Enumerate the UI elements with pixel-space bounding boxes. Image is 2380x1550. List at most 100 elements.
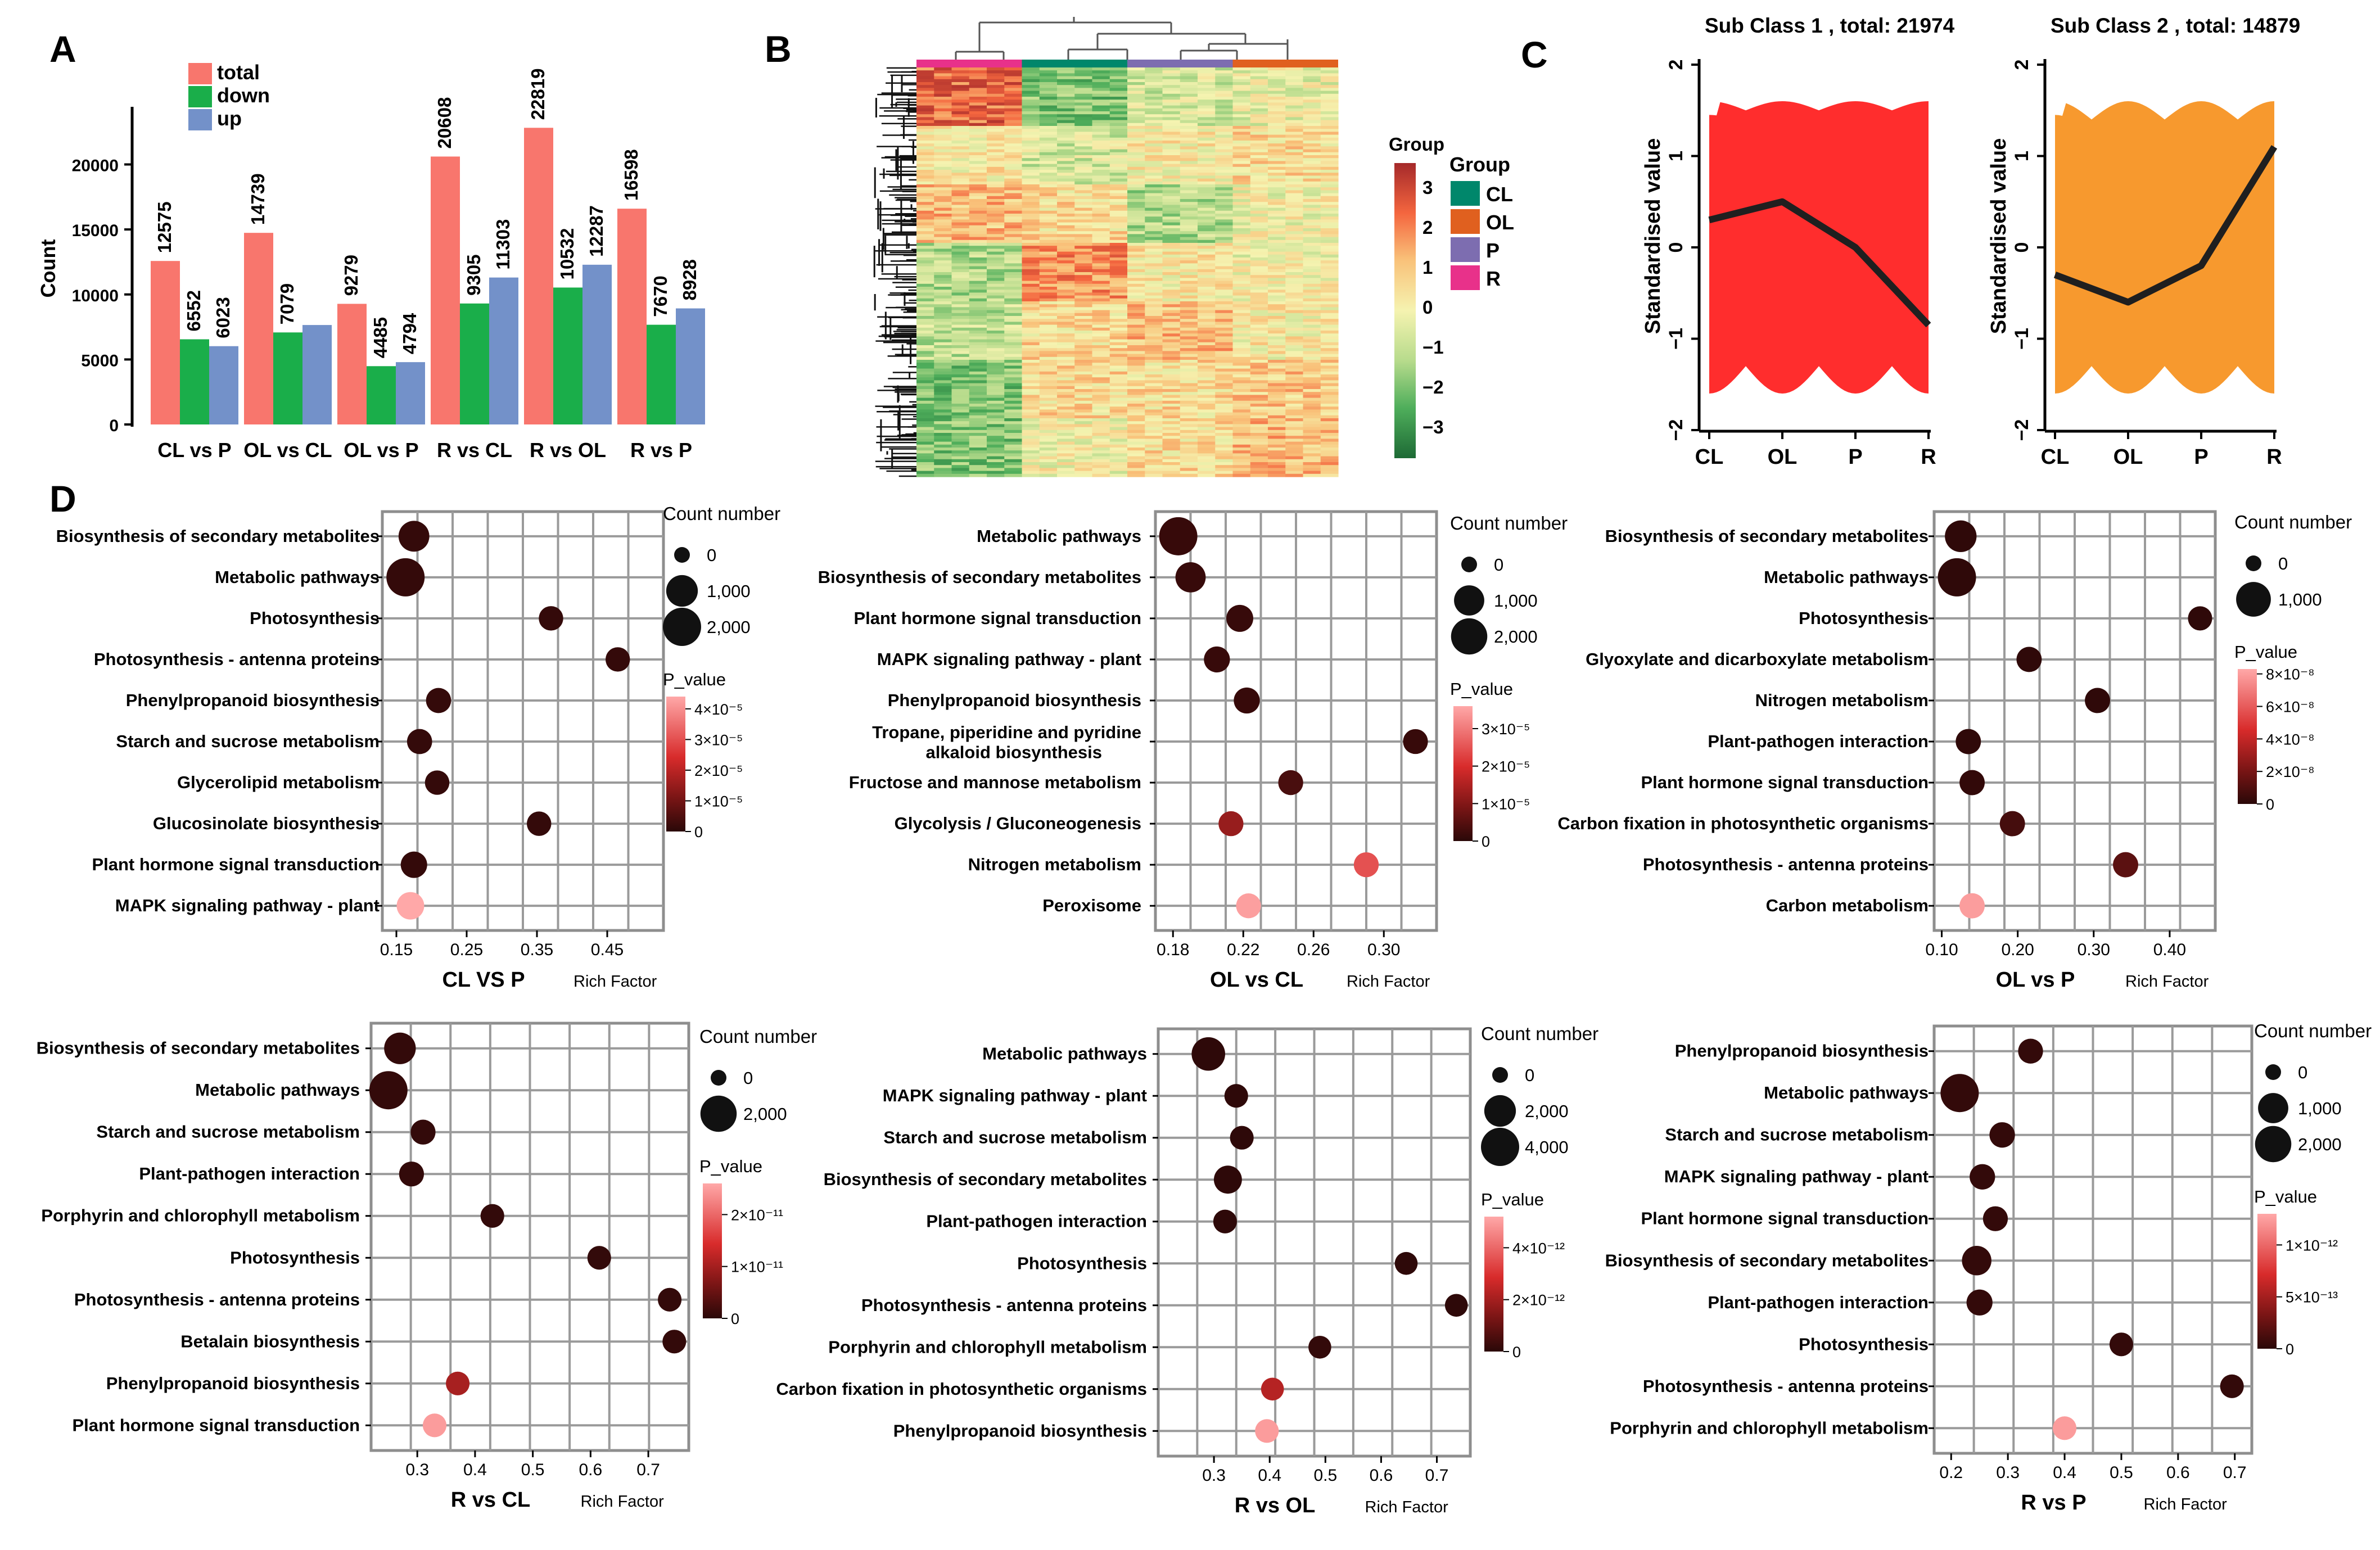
heatmap-cell bbox=[1004, 400, 1023, 404]
heatmap-cell bbox=[1198, 132, 1216, 135]
heatmap-cell bbox=[1180, 266, 1198, 270]
heatmap-cell bbox=[951, 263, 970, 267]
x-tick-label: 0.5 bbox=[1313, 1466, 1337, 1485]
group-legend-swatch-R bbox=[1451, 265, 1480, 290]
term-label: Metabolic pathways bbox=[195, 1080, 360, 1100]
heatmap-cell bbox=[1162, 178, 1181, 182]
heatmap-cell bbox=[1022, 193, 1040, 197]
heatmap-cell bbox=[1109, 295, 1128, 299]
heatmap-cell bbox=[1268, 412, 1286, 416]
heatmap-cell bbox=[1022, 471, 1040, 475]
heatmap-cell bbox=[1162, 193, 1181, 197]
pvalue-legend-title: P_value bbox=[2254, 1187, 2317, 1206]
count-legend-label: 1,000 bbox=[2278, 590, 2322, 609]
x-category-label: R vs P bbox=[630, 439, 692, 462]
heatmap-cell bbox=[1303, 248, 1321, 252]
heatmap-cell bbox=[934, 424, 952, 428]
heatmap-cell bbox=[1285, 146, 1304, 150]
x-tick-label: R bbox=[1921, 445, 1936, 469]
heatmap-cell bbox=[1198, 120, 1216, 124]
heatmap-cell bbox=[934, 400, 952, 404]
heatmap-cell bbox=[1180, 342, 1198, 346]
heatmap-cell bbox=[934, 380, 952, 384]
heatmap-cell bbox=[1092, 395, 1110, 399]
heatmap-cell bbox=[1127, 134, 1145, 138]
heatmap-cell bbox=[1057, 471, 1075, 475]
heatmap-cell bbox=[1057, 322, 1075, 326]
heatmap-cell bbox=[1268, 158, 1286, 161]
heatmap-cell bbox=[1198, 275, 1216, 278]
heatmap-cell bbox=[934, 205, 952, 209]
heatmap-cell bbox=[1145, 141, 1163, 144]
heatmap-cell bbox=[1232, 333, 1251, 337]
heatmap-cell bbox=[1074, 222, 1093, 226]
heatmap-cell bbox=[1127, 336, 1145, 340]
heatmap-cell bbox=[916, 421, 934, 424]
heatmap-cell bbox=[1145, 322, 1163, 326]
heatmap-cell bbox=[1215, 243, 1234, 246]
heatmap-cell bbox=[1057, 348, 1075, 351]
heatmap-cell bbox=[1074, 70, 1093, 74]
heatmap-cell bbox=[1285, 333, 1304, 337]
heatmap-cell bbox=[1198, 319, 1216, 322]
heatmap-cell bbox=[1109, 348, 1128, 351]
bar-label: 10532 bbox=[557, 228, 577, 280]
heatmap-cell bbox=[1320, 281, 1339, 284]
heatmap-cell bbox=[934, 132, 952, 135]
heatmap-cell bbox=[1320, 365, 1339, 369]
heatmap-cell bbox=[1320, 254, 1339, 258]
heatmap-cell bbox=[1198, 448, 1216, 451]
heatmap-cell bbox=[1057, 196, 1075, 200]
heatmap-cell bbox=[1039, 395, 1058, 399]
heatmap-cell bbox=[969, 322, 987, 326]
heatmap-cell bbox=[934, 187, 952, 191]
heatmap-cell bbox=[1320, 202, 1339, 205]
heatmap-cell bbox=[1074, 412, 1093, 416]
heatmap-cell bbox=[969, 225, 987, 229]
heatmap-cell bbox=[1198, 79, 1216, 83]
heatmap-cell bbox=[1303, 427, 1321, 431]
heatmap-cell bbox=[1145, 363, 1163, 366]
heatmap-cell bbox=[1162, 263, 1181, 267]
heatmap-cell bbox=[1127, 339, 1145, 343]
heatmap-cell bbox=[916, 91, 934, 94]
heatmap-cell bbox=[1180, 199, 1198, 202]
heatmap-cell bbox=[1320, 219, 1339, 223]
heatmap-cell bbox=[1303, 196, 1321, 200]
heatmap-cell bbox=[1215, 427, 1234, 431]
heatmap-cell bbox=[1320, 225, 1339, 229]
heatmap-cell bbox=[1268, 380, 1286, 384]
heatmap-cell bbox=[1092, 263, 1110, 267]
heatmap-cell bbox=[1162, 363, 1181, 366]
heatmap-cell bbox=[1232, 263, 1251, 267]
heatmap-cell bbox=[1162, 290, 1181, 293]
heatmap-cell bbox=[1215, 228, 1234, 232]
heatmap-cell bbox=[934, 193, 952, 197]
heatmap-cell bbox=[1004, 351, 1023, 355]
heatmap-cell bbox=[1092, 184, 1110, 188]
heatmap-cell bbox=[1215, 141, 1234, 144]
heatmap-cell bbox=[987, 465, 1005, 468]
heatmap-cell bbox=[1109, 239, 1128, 243]
heatmap-cell bbox=[1057, 225, 1075, 229]
heatmap-cell bbox=[1145, 441, 1163, 445]
heatmap-cell bbox=[1022, 196, 1040, 200]
heatmap-cell bbox=[969, 316, 987, 319]
heatmap-cell bbox=[1109, 91, 1128, 94]
heatmap-cell bbox=[1180, 316, 1198, 319]
pvalue-colorbar bbox=[666, 697, 685, 832]
heatmap-cell bbox=[1285, 248, 1304, 252]
heatmap-cell bbox=[1039, 97, 1058, 100]
heatmap-cell bbox=[1320, 275, 1339, 278]
heatmap-cell bbox=[916, 126, 934, 129]
heatmap-cell bbox=[1145, 251, 1163, 255]
heatmap-cell bbox=[1145, 243, 1163, 246]
heatmap-cell bbox=[1303, 301, 1321, 305]
heatmap-cell bbox=[1198, 439, 1216, 442]
heatmap-cell bbox=[1180, 363, 1198, 366]
y-tick-label: 5000 bbox=[81, 351, 119, 370]
heatmap-cell bbox=[1039, 465, 1058, 468]
heatmap-cell bbox=[951, 91, 970, 94]
heatmap-cell bbox=[1109, 371, 1128, 375]
heatmap-cell bbox=[1232, 181, 1251, 185]
